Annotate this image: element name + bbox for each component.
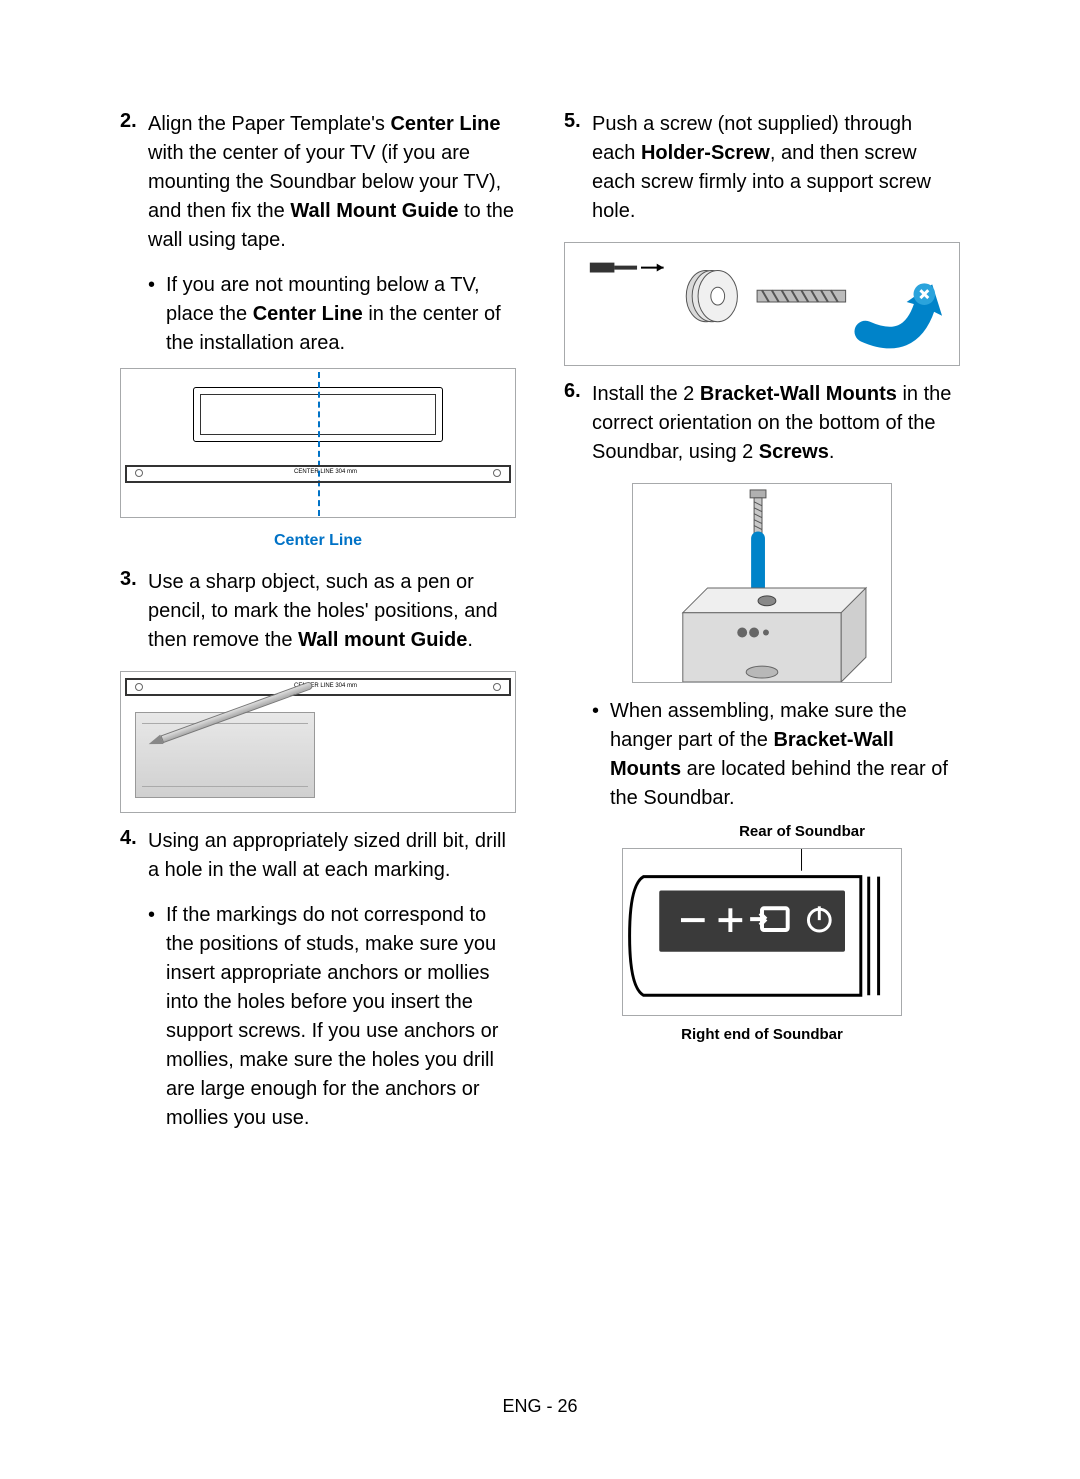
step-4-text: Using an appropriately sized drill bit, … <box>148 827 516 885</box>
text: Align the Paper Template's <box>148 113 390 135</box>
step-5-number: 5. <box>564 110 592 226</box>
bullet-dot-icon: • <box>148 271 166 358</box>
hole-marker-icon <box>135 683 143 691</box>
step-4-bullet-text: If the markings do not correspond to the… <box>166 901 516 1133</box>
hole-marker-icon <box>493 683 501 691</box>
bold: Holder-Screw <box>641 142 770 164</box>
holder-screw-diagram-icon <box>565 243 959 365</box>
step-2-text: Align the Paper Template's Center Line w… <box>148 110 516 255</box>
step-3-text: Use a sharp object, such as a pen or pen… <box>148 568 516 655</box>
figure-center-line: CENTER LINE 304 mm <box>120 368 516 518</box>
step-5: 5. Push a screw (not supplied) through e… <box>564 110 960 226</box>
two-column-layout: 2. Align the Paper Template's Center Lin… <box>120 110 960 1143</box>
step-3: 3. Use a sharp object, such as a pen or … <box>120 568 516 655</box>
label-rear-of-soundbar: Rear of Soundbar <box>564 823 960 840</box>
step-2-bullet: • If you are not mounting below a TV, pl… <box>148 271 516 358</box>
step-2-number: 2. <box>120 110 148 255</box>
step-4-bullet: • If the markings do not correspond to t… <box>148 901 516 1133</box>
bullet-dot-icon: • <box>592 697 610 813</box>
right-column: 5. Push a screw (not supplied) through e… <box>564 110 960 1143</box>
center-line-icon <box>318 372 320 516</box>
text: Using an appropriately sized drill bit, … <box>148 830 506 881</box>
figure-holder-screw <box>564 242 960 366</box>
bold: Center Line <box>390 113 500 135</box>
bold: Screws <box>759 441 829 463</box>
text: . <box>829 441 835 463</box>
hole-marker-icon <box>135 469 143 477</box>
page: 2. Align the Paper Template's Center Lin… <box>0 0 1080 1479</box>
page-footer: ENG - 26 <box>0 1396 1080 1417</box>
step-2-bullet-text: If you are not mounting below a TV, plac… <box>166 271 516 358</box>
bold: Wall Mount Guide <box>290 200 458 222</box>
figure-caption-center-line: Center Line <box>120 532 516 550</box>
figure-right-end-soundbar <box>622 848 902 1016</box>
step-4: 4. Using an appropriately sized drill bi… <box>120 827 516 885</box>
text: Install the 2 <box>592 383 700 405</box>
bar-label: CENTER LINE 304 mm <box>294 469 357 475</box>
step-6-text: Install the 2 Bracket-Wall Mounts in the… <box>592 380 960 467</box>
soundbar-rear-diagram-icon <box>623 849 901 1015</box>
bullet-dot-icon: • <box>148 901 166 1133</box>
hole-marker-icon <box>493 469 501 477</box>
step-6-bullet: • When assembling, make sure the hanger … <box>592 697 960 813</box>
bold: Bracket-Wall Mounts <box>700 383 897 405</box>
step-6: 6. Install the 2 Bracket-Wall Mounts in … <box>564 380 960 467</box>
step-3-number: 3. <box>120 568 148 655</box>
wall-block-icon <box>135 712 315 798</box>
step-5-text: Push a screw (not supplied) through each… <box>592 110 960 226</box>
step-2: 2. Align the Paper Template's Center Lin… <box>120 110 516 255</box>
figure-mark-holes: CENTER LINE 304 mm <box>120 671 516 813</box>
label-right-end-of-soundbar: Right end of Soundbar <box>564 1026 960 1043</box>
figure-bracket-mount <box>632 483 892 683</box>
bold: Center Line <box>253 303 363 325</box>
step-4-number: 4. <box>120 827 148 885</box>
step-6-bullet-text: When assembling, make sure the hanger pa… <box>610 697 960 813</box>
left-column: 2. Align the Paper Template's Center Lin… <box>120 110 516 1143</box>
step-6-number: 6. <box>564 380 592 467</box>
text: If the markings do not correspond to the… <box>166 904 498 1129</box>
text: . <box>467 629 473 651</box>
bracket-mount-diagram-icon <box>633 484 891 682</box>
bold: Wall mount Guide <box>298 629 467 651</box>
